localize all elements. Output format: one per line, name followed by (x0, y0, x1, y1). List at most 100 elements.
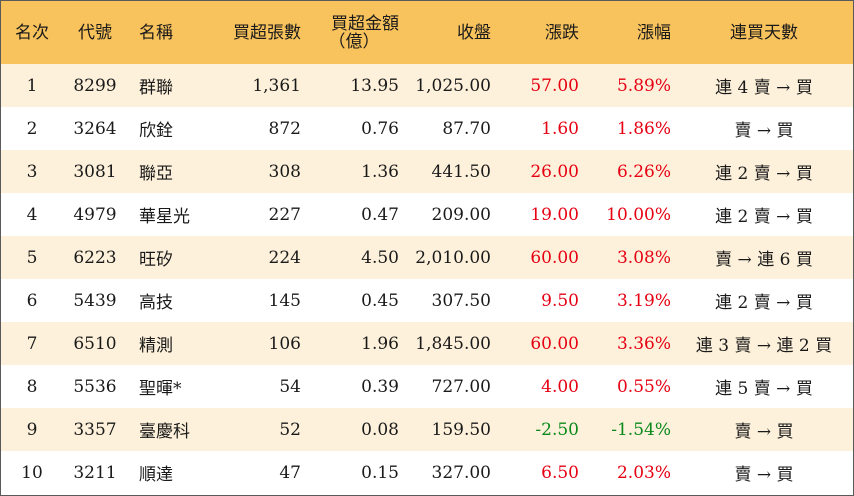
cell-code: 5536 (73, 376, 117, 397)
cell-change: 57.00 (530, 75, 579, 96)
cell-change: 6.50 (541, 462, 579, 483)
table-row: 10 3211 順達 47 0.15 327.00 6.50 2.03% 賣 → 買 (1, 451, 853, 494)
cell-name: 精測 (139, 336, 173, 356)
table-row: 1 8299 群聯 1,361 13.95 1,025.00 57.00 5.89% 連 4 賣… (1, 64, 853, 107)
cell-pct: 2.03% (616, 462, 671, 483)
cell-close: 1,025.00 (415, 75, 491, 96)
cell-pct: 1.86% (616, 118, 671, 139)
cell-amount: 13.95 (350, 75, 399, 96)
header-days: 連買天數 (730, 22, 798, 43)
cell-close: 209.00 (431, 204, 491, 225)
cell-days: 連 5 賣 → 買 (715, 379, 813, 399)
table-row: 4 4979 華星光 227 0.47 209.00 19.00 10.00% 連 2 賣 → … (1, 193, 853, 236)
cell-net-lots: 872 (268, 118, 301, 139)
cell-rank: 2 (26, 118, 38, 139)
table-row: 6 5439 高技 145 0.45 307.50 9.50 3.19% 連 2 賣 → 買 (1, 279, 853, 322)
header-amount-line1: 買超金額 (331, 13, 399, 34)
cell-amount: 0.47 (361, 204, 399, 225)
cell-pct: 3.36% (616, 333, 671, 354)
cell-pct: 0.55% (616, 376, 671, 397)
header-change: 漲跌 (545, 22, 579, 43)
cell-amount: 0.76 (361, 118, 399, 139)
cell-pct: 5.89% (616, 75, 671, 96)
cell-change: 60.00 (530, 247, 579, 268)
cell-net-lots: 308 (268, 161, 301, 182)
table-row: 9 3357 臺慶科 52 0.08 159.50 -2.50 -1.54% 賣 → 買 (1, 408, 853, 451)
cell-days: 連 2 賣 → 買 (715, 164, 813, 184)
header-name: 名稱 (139, 22, 173, 43)
cell-code: 6510 (73, 333, 117, 354)
cell-close: 327.00 (431, 462, 491, 483)
cell-net-lots: 227 (268, 204, 301, 225)
cell-name: 聯亞 (139, 164, 173, 184)
cell-days: 賣 → 買 (734, 121, 794, 141)
table-row: 3 3081 聯亞 308 1.36 441.50 26.00 6.26% 連 2 賣 → 買 (1, 150, 853, 193)
cell-days: 連 3 賣 → 連 2 買 (695, 336, 833, 356)
cell-net-lots: 52 (279, 419, 301, 440)
table-row: 5 6223 旺矽 224 4.50 2,010.00 60.00 3.08% 賣 → 連 6 … (1, 236, 853, 279)
cell-net-lots: 106 (268, 333, 301, 354)
cell-code: 8299 (73, 75, 117, 96)
cell-amount: 0.08 (361, 419, 399, 440)
cell-net-lots: 54 (279, 376, 301, 397)
cell-amount: 4.50 (361, 247, 399, 268)
cell-change: 19.00 (530, 204, 579, 225)
cell-net-lots: 224 (268, 247, 301, 268)
cell-close: 727.00 (431, 376, 491, 397)
cell-code: 3357 (73, 419, 117, 440)
cell-change: -2.50 (535, 419, 579, 440)
cell-rank: 1 (26, 75, 38, 96)
cell-days: 連 2 賣 → 買 (715, 293, 813, 313)
cell-name: 華星光 (139, 207, 190, 227)
header-amount: 買超金額 （億） (305, 1, 403, 64)
cell-change: 1.60 (541, 118, 579, 139)
cell-rank: 6 (26, 290, 38, 311)
table-row: 8 5536 聖暉* 54 0.39 727.00 4.00 0.55% 連 5 賣 → 買 (1, 365, 853, 408)
cell-rank: 10 (21, 462, 43, 483)
header-amount-line2: （億） (328, 31, 380, 52)
cell-name: 臺慶科 (139, 422, 190, 442)
cell-change: 4.00 (541, 376, 579, 397)
cell-code: 6223 (73, 247, 117, 268)
cell-net-lots: 145 (268, 290, 301, 311)
cell-code: 3264 (73, 118, 117, 139)
cell-net-lots: 1,361 (252, 75, 301, 96)
cell-pct: 6.26% (616, 161, 671, 182)
cell-code: 3211 (73, 462, 117, 483)
cell-name: 聖暉* (139, 379, 182, 399)
cell-rank: 4 (26, 204, 38, 225)
cell-pct: 3.08% (616, 247, 671, 268)
cell-close: 87.70 (442, 118, 491, 139)
cell-close: 441.50 (431, 161, 491, 182)
cell-days: 賣 → 買 (734, 465, 794, 485)
cell-code: 5439 (73, 290, 117, 311)
cell-pct: 3.19% (616, 290, 671, 311)
cell-rank: 8 (26, 376, 38, 397)
header-pct: 漲幅 (637, 22, 671, 43)
cell-rank: 5 (26, 247, 38, 268)
cell-days: 連 4 賣 → 買 (715, 78, 813, 98)
cell-pct: 10.00% (606, 204, 671, 225)
cell-close: 307.50 (431, 290, 491, 311)
cell-rank: 9 (26, 419, 38, 440)
header-code: 代號 (78, 22, 112, 43)
cell-close: 159.50 (431, 419, 491, 440)
cell-pct: -1.54% (611, 419, 671, 440)
cell-change: 9.50 (541, 290, 579, 311)
cell-rank: 3 (26, 161, 38, 182)
table-header-row: 名次 代號 名稱 買超張數 買超金額 （億） 收盤 漲跌 漲幅 連買天數 (1, 1, 853, 64)
cell-name: 旺矽 (139, 250, 173, 270)
cell-close: 1,845.00 (415, 333, 491, 354)
table-row: 7 6510 精測 106 1.96 1,845.00 60.00 3.36% 連 3 賣 → … (1, 322, 853, 365)
cell-rank: 7 (26, 333, 38, 354)
cell-amount: 0.39 (361, 376, 399, 397)
cell-days: 賣 → 買 (734, 422, 794, 442)
cell-change: 26.00 (530, 161, 579, 182)
cell-net-lots: 47 (279, 462, 301, 483)
header-close: 收盤 (457, 22, 491, 43)
cell-amount: 1.36 (361, 161, 399, 182)
cell-amount: 0.45 (361, 290, 399, 311)
cell-name: 順達 (139, 465, 173, 485)
